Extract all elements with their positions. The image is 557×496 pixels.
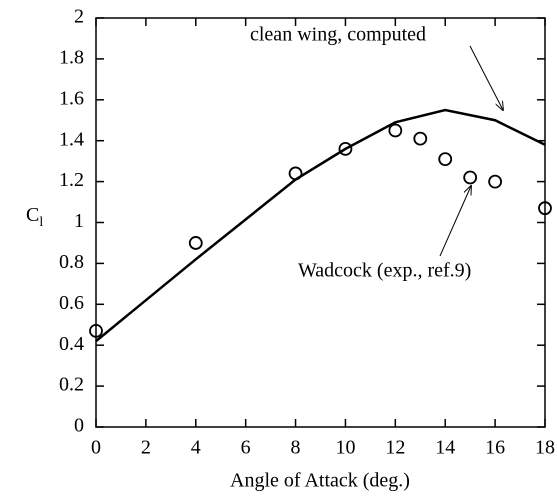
plot-frame [95,17,546,428]
scatter-point [438,152,453,167]
y-axis-label-main: C [26,204,39,226]
scatter-point [463,170,478,185]
scatter-point [89,323,103,338]
line-series [95,108,546,343]
x-tick-label: 6 [241,437,251,459]
x-tick-label: 2 [141,437,151,459]
y-tick-label: 0 [74,415,84,437]
y-tick-label: 1.2 [59,169,84,191]
y-tick-label: 0.4 [59,333,84,355]
y-tick-label: 1.8 [59,46,84,68]
scatter-point [388,123,403,138]
x-tick-label: 16 [485,437,505,459]
scatter-point [188,236,203,250]
scatter-point [338,141,353,156]
y-tick-label: 0.2 [59,374,84,396]
y-tick-label: 1 [74,210,84,232]
x-tick-label: 4 [191,437,201,459]
scatter-point [288,166,303,181]
y-tick-label: 0.8 [59,251,84,273]
x-tick-label: 10 [335,437,355,459]
y-tick-label: 1.6 [59,87,84,109]
y-axis-label-sub: l [39,215,43,230]
y-axis-label: Cl [26,204,43,231]
x-tick-label: 8 [291,437,301,459]
x-tick-label: 12 [385,437,405,459]
y-tick-label: 1.4 [59,128,84,150]
y-tick-label: 2 [74,6,84,28]
y-tick-label: 0.6 [59,292,84,314]
x-tick-label: 0 [91,437,101,459]
x-tick-label: 18 [535,437,555,459]
scatter-point [413,131,428,146]
x-axis-label: Angle of Attack (deg.) [230,470,410,492]
annotation-arrow [469,45,503,110]
annotation: clean wing, computed [250,24,426,46]
scatter-point [488,174,503,189]
scatter-point [538,201,552,216]
annotation-arrow [439,186,471,257]
annotation: Wadcock (exp., ref.9) [298,260,471,282]
x-tick-label: 14 [435,437,455,459]
